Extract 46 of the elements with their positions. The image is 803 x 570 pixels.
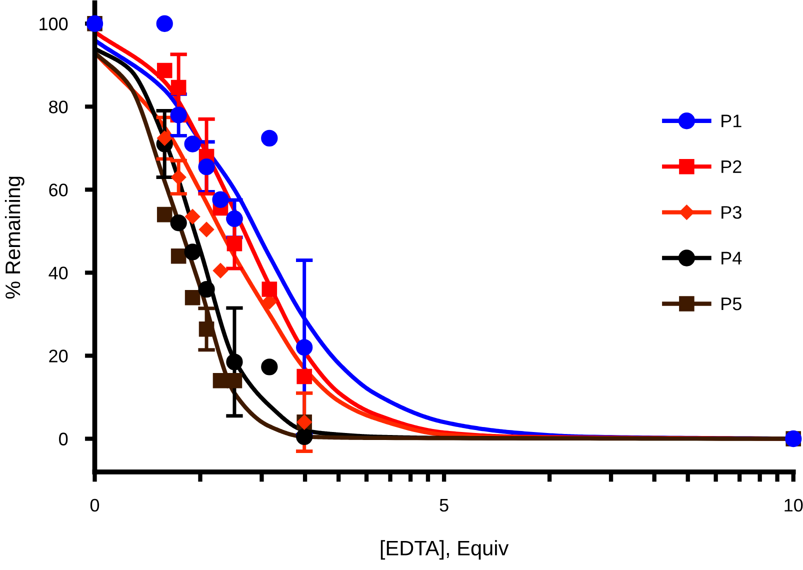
- y-tick-label: 0: [59, 432, 68, 446]
- legend-label: P2: [722, 160, 742, 173]
- legend-label: P3: [722, 206, 742, 219]
- point: [184, 244, 201, 260]
- point: [184, 136, 201, 152]
- x-tick-label: 5: [440, 499, 448, 512]
- point: [184, 290, 200, 306]
- point: [212, 191, 229, 208]
- y-tick-label: 100: [40, 18, 68, 30]
- x-tick-label: 10: [784, 498, 803, 512]
- y-tick-label: 40: [48, 266, 68, 280]
- point: [198, 222, 214, 238]
- point: [198, 322, 214, 337]
- point: [262, 282, 278, 297]
- y-tick-label: 60: [49, 184, 68, 196]
- x-axis-title: [EDTA], Equiv: [380, 540, 509, 560]
- point: [156, 15, 173, 32]
- point: [170, 106, 187, 124]
- y-tick-label: 20: [49, 350, 68, 362]
- y-tick-label: 80: [49, 100, 68, 114]
- point: [184, 209, 200, 224]
- point: [170, 214, 187, 232]
- point: [212, 372, 228, 388]
- legend-label: P1: [722, 114, 742, 128]
- point: [212, 263, 228, 278]
- point: [156, 62, 172, 78]
- point: [226, 210, 243, 228]
- point: [261, 358, 278, 376]
- point: [226, 372, 242, 388]
- point: [157, 130, 172, 146]
- point: [170, 80, 186, 96]
- point: [226, 236, 242, 252]
- point: [170, 248, 186, 264]
- legend-label: P4: [722, 252, 742, 264]
- point: [171, 170, 186, 185]
- point: [198, 158, 215, 176]
- point: [261, 130, 278, 147]
- legend-label: P5: [722, 298, 742, 310]
- point: [198, 280, 215, 298]
- point: [296, 368, 312, 384]
- point: [156, 206, 172, 222]
- y-axis-title: % Remaining: [4, 176, 24, 299]
- point: [296, 339, 313, 356]
- point: [226, 354, 243, 370]
- point: [296, 428, 313, 446]
- x-tick-label: 0: [90, 498, 100, 512]
